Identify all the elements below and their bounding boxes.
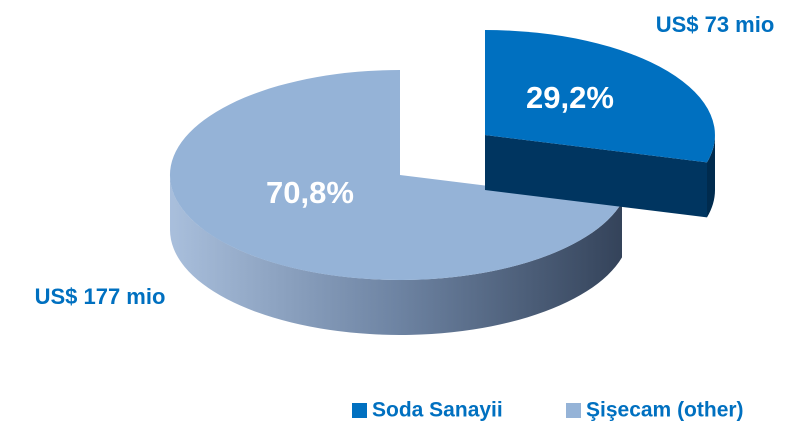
- annotation: US$ 73 mio: [656, 12, 775, 37]
- slice-side: [170, 175, 622, 335]
- slice-side: [707, 135, 715, 218]
- annotation: US$ 177 mio: [35, 284, 166, 309]
- data-label: 70,8%: [266, 175, 354, 210]
- legend-swatch: [566, 403, 581, 418]
- slice: [169, 70, 622, 280]
- data-label: 29,2%: [526, 80, 614, 115]
- legend-swatch: [352, 403, 367, 418]
- legend-label: Soda Sanayii: [372, 399, 503, 422]
- legend-label: Şişecam (other): [586, 399, 744, 422]
- slice-cut-face: [485, 135, 707, 218]
- slice: [485, 30, 715, 163]
